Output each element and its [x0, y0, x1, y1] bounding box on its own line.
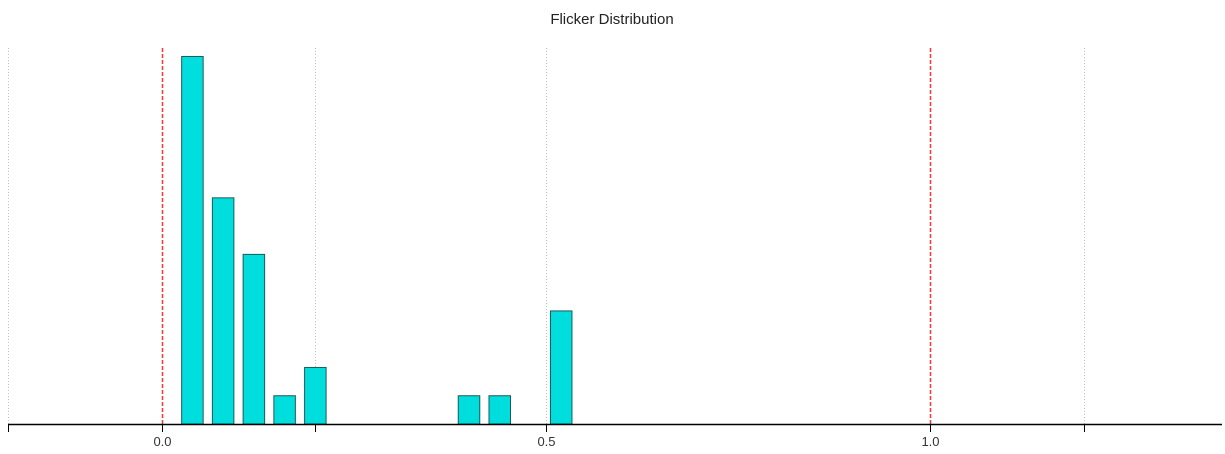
grid-lines [8, 48, 1085, 424]
x-tick-label: 1.0 [921, 434, 939, 449]
histogram-bar [273, 395, 296, 425]
x-tick-label: 0.0 [153, 434, 171, 449]
histogram-bar [488, 395, 512, 425]
x-axis-ticks: 0.0 0.5 1.0 [8, 424, 1085, 449]
histogram-bar [457, 395, 481, 425]
reference-lines [161, 48, 932, 424]
histogram-bar [304, 366, 327, 425]
histogram-bar [242, 253, 266, 425]
histogram-bar [211, 197, 235, 425]
histogram-bar [549, 310, 573, 425]
chart-title: Flicker Distribution [550, 11, 673, 28]
histogram-bars [181, 55, 573, 425]
x-tick-label: 0.5 [537, 434, 555, 449]
histogram-bar [181, 55, 204, 425]
